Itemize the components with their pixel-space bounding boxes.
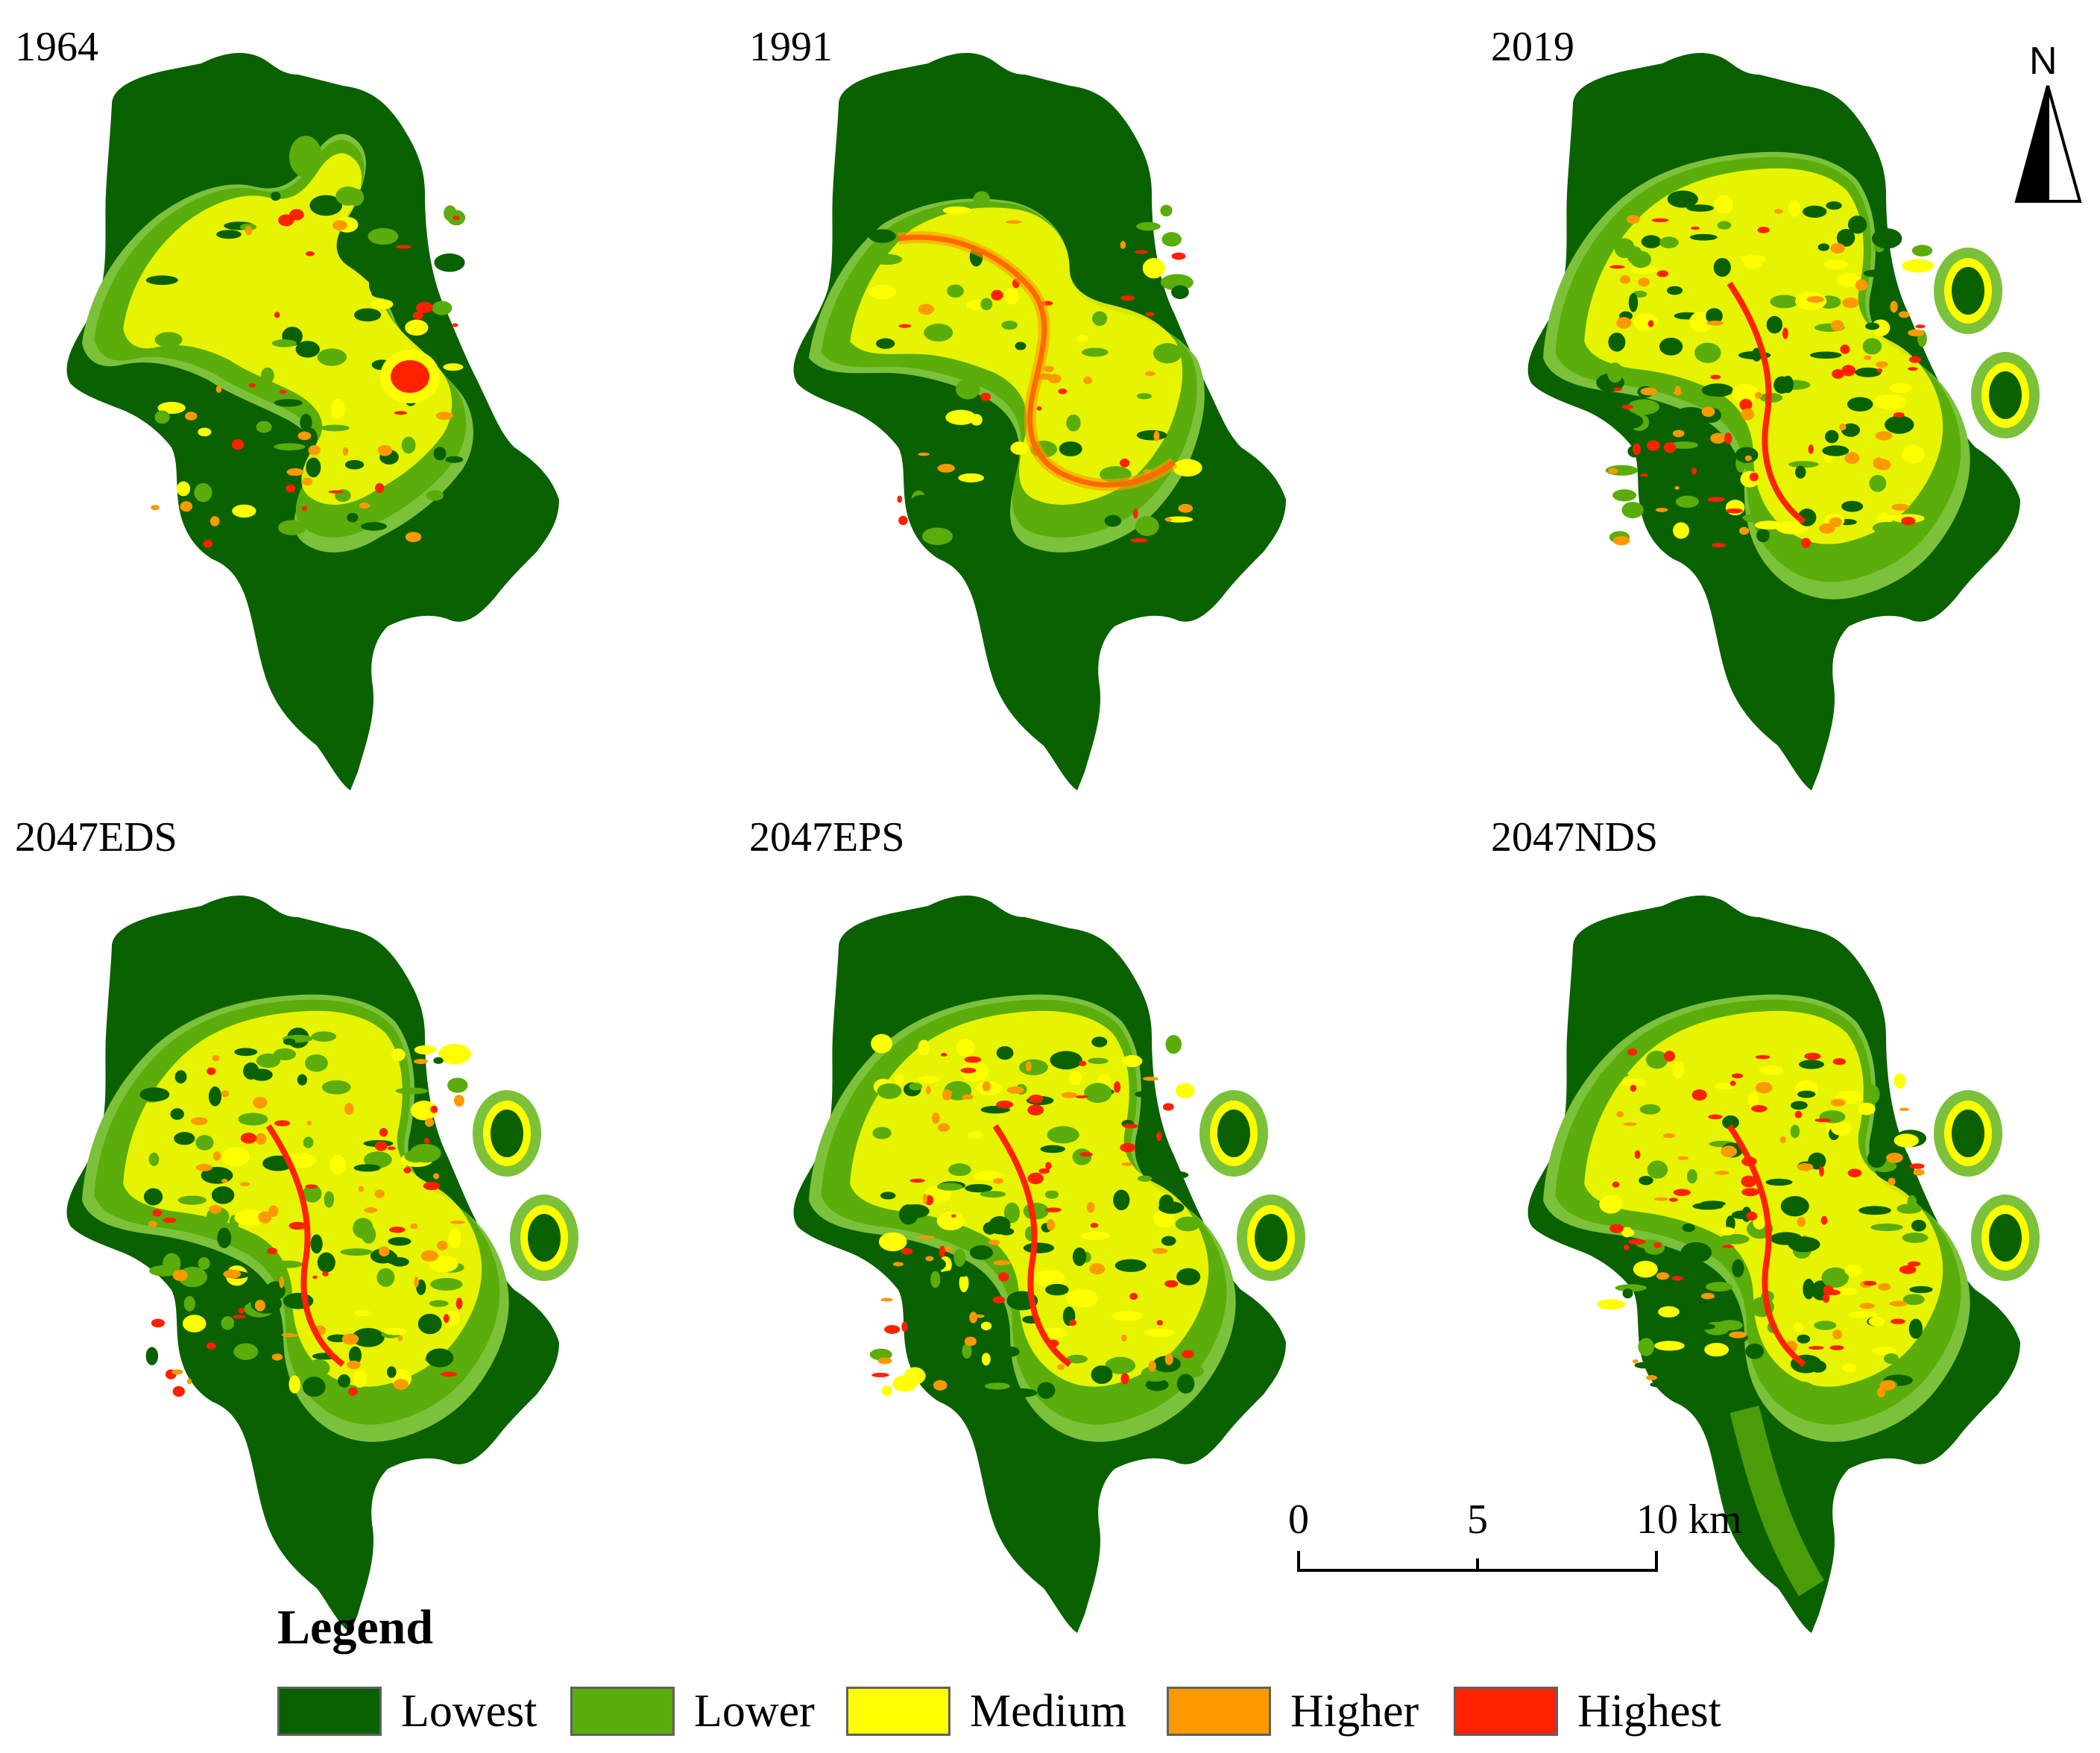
legend-item-higher: Higher — [1167, 1681, 1419, 1741]
legend-swatch-lowest — [277, 1687, 382, 1736]
panel-label-2047eds: 2047EDS — [15, 814, 177, 860]
map-2047nds — [1527, 895, 2040, 1633]
scale-tick-0: 0 — [1288, 1496, 1309, 1543]
map-2047eps — [793, 895, 1305, 1633]
map-1991 — [793, 52, 1286, 791]
map-1964 — [66, 52, 560, 791]
panel-label-2019: 2019 — [1491, 24, 1574, 70]
legend-swatch-lower — [570, 1687, 675, 1736]
legend-item-lower: Lower — [570, 1681, 815, 1741]
legend-item-highest: Highest — [1454, 1681, 1721, 1741]
scale-bar — [1297, 1551, 1658, 1572]
legend-swatch-medium — [846, 1687, 950, 1736]
map-2047eds — [66, 895, 578, 1633]
north-arrow-label: N — [2029, 40, 2058, 83]
legend-item-lowest: Lowest — [277, 1681, 537, 1741]
north-arrow-icon — [2014, 85, 2082, 203]
legend-title: Legend — [277, 1600, 434, 1655]
scale-tick-5: 5 — [1467, 1496, 1488, 1543]
legend-label-highest: Highest — [1577, 1686, 1721, 1737]
panel-label-1964: 1964 — [15, 24, 98, 70]
legend-label-medium: Medium — [970, 1686, 1127, 1737]
legend-label-lowest: Lowest — [401, 1686, 537, 1737]
panel-label-1991: 1991 — [749, 24, 833, 70]
legend-item-medium: Medium — [846, 1681, 1126, 1741]
panel-label-2047nds: 2047NDS — [1491, 814, 1659, 860]
legend-label-lower: Lower — [694, 1686, 815, 1737]
panel-label-2047eps: 2047EPS — [749, 814, 905, 860]
map-2019 — [1527, 52, 2040, 791]
scale-tick-10: 10 km — [1636, 1496, 1742, 1543]
legend-swatch-highest — [1454, 1687, 1558, 1736]
legend-swatch-higher — [1167, 1687, 1271, 1736]
legend-label-higher: Higher — [1290, 1686, 1419, 1737]
